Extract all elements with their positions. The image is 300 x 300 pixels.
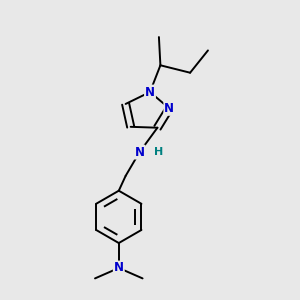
Text: N: N [114, 262, 124, 275]
Text: N: N [164, 102, 174, 115]
Text: N: N [135, 146, 145, 159]
Text: N: N [145, 85, 155, 98]
Text: H: H [154, 147, 164, 157]
